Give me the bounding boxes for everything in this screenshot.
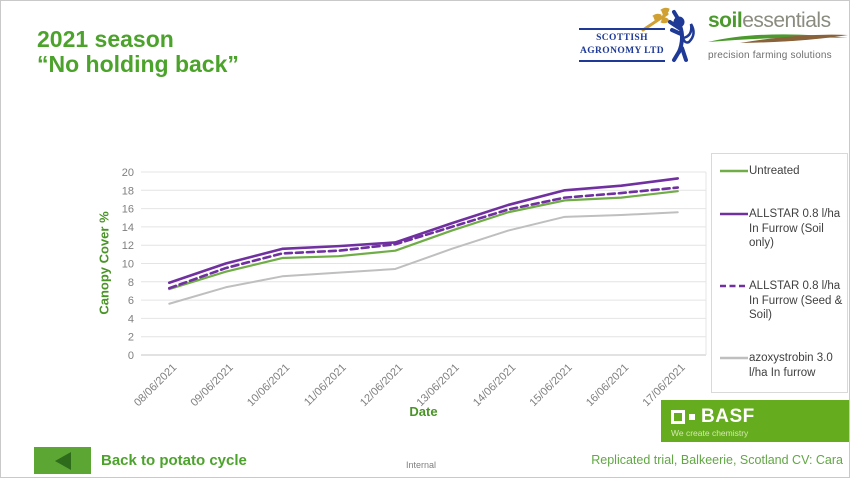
title-line-2: “No holding back” xyxy=(37,51,239,78)
y-tick-label: 16 xyxy=(122,204,134,216)
back-button-label[interactable]: Back to potato cycle xyxy=(101,452,247,469)
essentials-word: essentials xyxy=(742,9,831,32)
y-tick-label: 6 xyxy=(128,295,134,307)
series-line-allstar-0-8-l-ha-in-furrow-seed-soil xyxy=(167,186,680,290)
y-tick-label: 14 xyxy=(122,222,134,234)
legend-label: ALLSTAR 0.8 l/ha In Furrow (Soil only) xyxy=(749,208,841,249)
y-tick-label: 10 xyxy=(122,259,134,271)
y-tick-label: 18 xyxy=(122,185,134,197)
trial-note: Replicated trial, Balkeerie, Scotland CV… xyxy=(591,453,843,467)
y-tick-label: 2 xyxy=(128,332,134,344)
sa-word-line-1: SCOTTISH xyxy=(596,33,648,43)
x-tick-label: 13/06/2021 xyxy=(414,362,461,409)
legend-label: ALLSTAR 0.8 l/ha In Furrow (Seed & Soil) xyxy=(749,280,843,321)
canopy-cover-chart: 0 2 4 6 8 10 12 14 16 18 20 08/06/2021 09/06/2021 10/… xyxy=(122,167,707,409)
lion-icon xyxy=(668,10,695,62)
legend-item: azoxystrobin 3.0 l/ha In furrow xyxy=(719,351,845,380)
x-tick-label: 11/06/2021 xyxy=(302,362,349,409)
legend-item: Untreated xyxy=(719,164,845,178)
basf-name: BASF xyxy=(701,406,755,427)
basf-hollow-square-icon xyxy=(671,409,685,424)
series-line-azoxystrobin-3-0-l-ha-in-furrow xyxy=(168,211,679,305)
y-tick-label: 0 xyxy=(128,350,134,362)
basf-logo: BASF We create chemistry xyxy=(661,400,849,442)
soilessentials-tagline: precision farming solutions xyxy=(708,50,832,61)
soil-word: soil xyxy=(708,9,743,32)
legend-line-sample-icon xyxy=(720,213,748,216)
x-tick-label: 15/06/2021 xyxy=(527,362,574,409)
legend-item: ALLSTAR 0.8 l/ha In Furrow (Seed & Soil) xyxy=(719,279,845,322)
scottish-agronomy-wordmark: SCOTTISH AGRONOMY LTD xyxy=(579,28,665,62)
wheat-icon xyxy=(641,7,670,32)
legend-line-sample-icon xyxy=(720,169,748,173)
soilessentials-wordmark: soilessentials xyxy=(708,10,849,31)
series-line-allstar-0-8-l-ha-in-furrow-soil-only xyxy=(167,177,680,285)
title-line-1: 2021 season xyxy=(37,26,174,52)
legend-line-sample-icon xyxy=(720,357,748,360)
back-arrow-icon xyxy=(54,451,71,470)
y-tick-label: 4 xyxy=(128,313,134,325)
basf-filled-square-icon xyxy=(689,413,695,420)
y-tick-label: 20 xyxy=(122,167,134,179)
lion-and-wheat-icon xyxy=(641,7,695,62)
page-title: 2021 season “No holding back” xyxy=(37,26,239,78)
x-tick-label: 09/06/2021 xyxy=(188,362,235,409)
sa-word-line-2: AGRONOMY LTD xyxy=(579,45,665,56)
scottish-agronomy-logo: SCOTTISH AGRONOMY LTD xyxy=(579,4,706,66)
legend-label: azoxystrobin 3.0 l/ha In furrow xyxy=(749,352,833,379)
y-axis-title: Canopy Cover % xyxy=(96,211,112,315)
internal-label: Internal xyxy=(405,460,437,470)
chart-legend: Untreated ALLSTAR 0.8 l/ha In Furrow (Soi… xyxy=(711,153,848,393)
x-tick-label: 16/06/2021 xyxy=(584,362,631,409)
y-tick-label: 8 xyxy=(128,277,134,289)
legend-line-sample-icon xyxy=(720,285,748,288)
x-tick-label: 12/06/2021 xyxy=(358,362,405,409)
x-tick-label: 14/06/2021 xyxy=(471,362,518,409)
y-tick-label: 12 xyxy=(122,240,134,252)
x-tick-label: 08/06/2021 xyxy=(132,362,179,409)
legend-items: Untreated ALLSTAR 0.8 l/ha In Furrow (Soi… xyxy=(712,154,847,392)
x-tick-label: 10/06/2021 xyxy=(245,362,292,409)
basf-tagline: We create chemistry xyxy=(671,428,749,438)
swoosh-icon xyxy=(708,34,848,43)
legend-label: Untreated xyxy=(749,165,800,177)
legend-item: ALLSTAR 0.8 l/ha In Furrow (Soil only) xyxy=(719,207,845,250)
basf-logo-mark: BASF xyxy=(671,407,849,426)
soilessentials-logo: soilessentials precision farming solutio… xyxy=(708,10,849,61)
series-line-untreated xyxy=(168,190,679,291)
back-button[interactable] xyxy=(34,447,91,474)
x-axis-title: Date xyxy=(409,404,438,419)
